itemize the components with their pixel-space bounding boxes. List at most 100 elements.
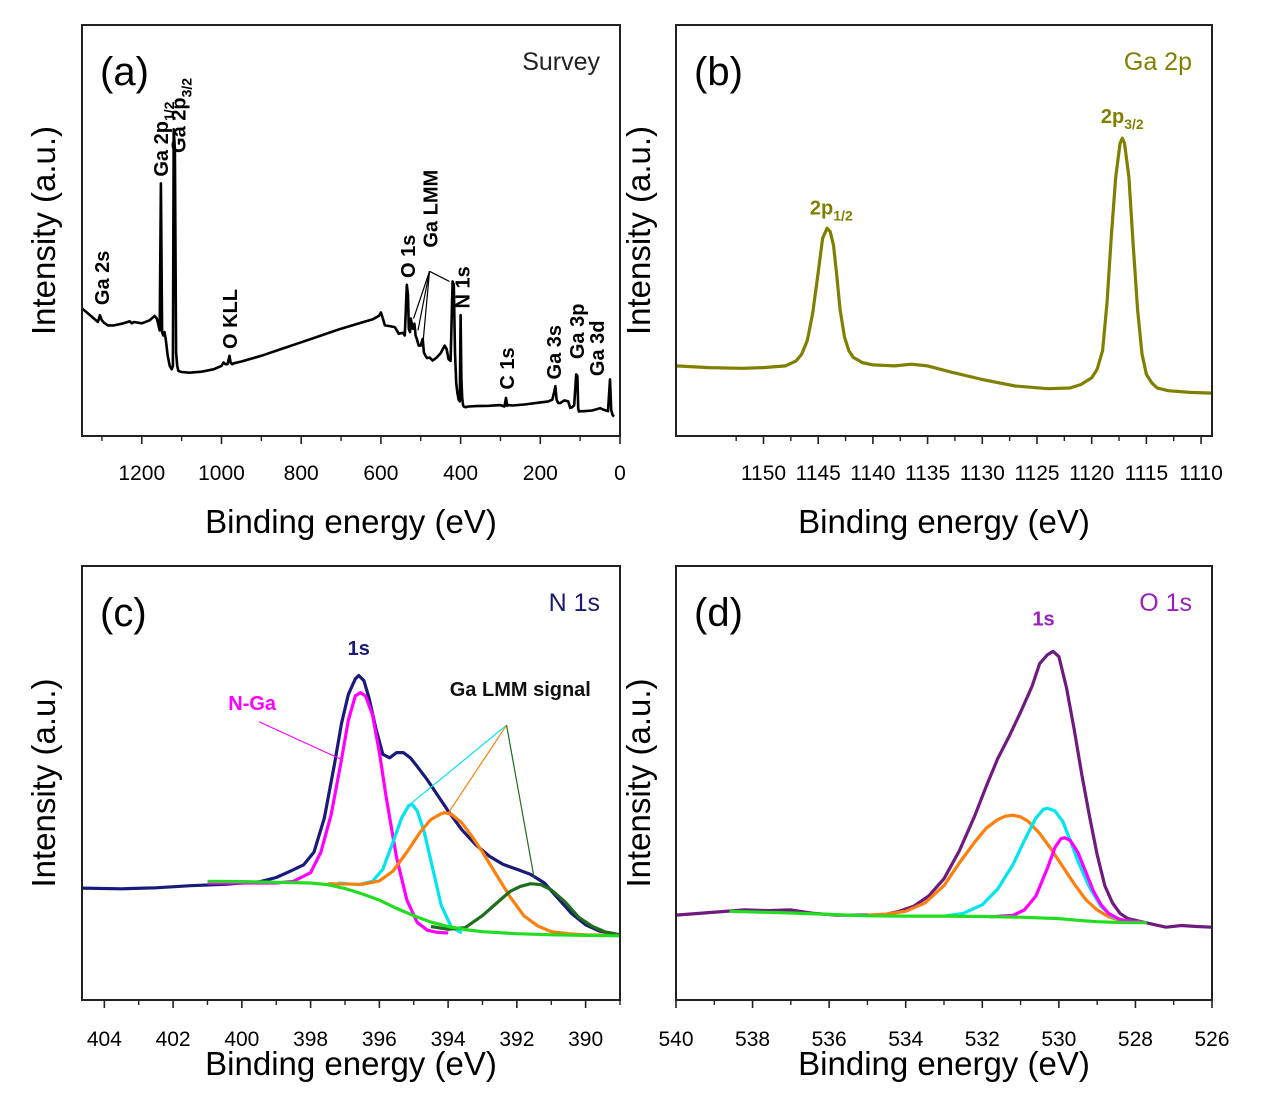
x-tick-label: 1115	[1125, 462, 1169, 485]
series-line	[989, 836, 1144, 924]
panel-d: 540 538 536 534 532 530 528 526 Binding energy (…	[620, 565, 1230, 1082]
leader-line	[447, 724, 508, 814]
plot-frame	[81, 565, 621, 1001]
peak-label: Ga 3s	[544, 325, 566, 379]
panel-label: (d)	[694, 591, 743, 635]
leader-line	[412, 271, 431, 319]
peak-label: N 1s	[453, 266, 475, 308]
peak-label: 2p3/2	[1101, 106, 1144, 132]
panel-a: 1200 1000 800 600 400 200 0 Binding energy (eV)…	[25, 24, 626, 540]
peak-label-subscript: 3/2	[178, 78, 194, 98]
peak-label-text: Ga 3p	[567, 304, 589, 360]
leader-line	[429, 270, 450, 282]
plot-frame	[675, 565, 1213, 1001]
series-line	[729, 909, 1147, 925]
leader-line	[505, 725, 535, 878]
peak-label-text: Ga LMM signal	[450, 679, 591, 701]
peak-label-text: Ga 2s	[92, 251, 114, 305]
y-axis-title: Intensity (a.u.)	[620, 678, 657, 887]
x-axis-title: Binding energy (eV)	[205, 503, 497, 540]
leader-line	[409, 724, 507, 805]
peak-label: O 1s	[398, 235, 420, 278]
x-axis-title: Binding energy (eV)	[798, 503, 1090, 540]
x-tick-label: 400	[443, 462, 478, 485]
x-tick-label: 200	[523, 462, 558, 485]
series-line	[675, 136, 1213, 395]
plot-frame	[675, 24, 1213, 437]
x-tick-label: 1200	[118, 462, 165, 485]
series-line	[207, 879, 621, 938]
peak-label: 1s	[1032, 608, 1054, 630]
x-tick-label: 538	[735, 1028, 770, 1051]
peak-label-text: C 1s	[497, 347, 519, 389]
x-tick-label: 1135	[905, 462, 950, 485]
x-tick-label: 398	[293, 1028, 328, 1051]
peak-label: Ga 3p	[567, 304, 589, 360]
peak-label-text: N 1s	[453, 266, 475, 308]
x-tick-label: 1000	[198, 462, 245, 485]
x-tick-label: 530	[1041, 1028, 1076, 1051]
peak-label-subscript: 1/2	[833, 208, 853, 224]
peak-label-text: 2p	[810, 198, 833, 220]
peak-label: C 1s	[497, 347, 519, 389]
peak-label-text: N-Ga	[228, 693, 277, 715]
peak-label: 1s	[348, 638, 370, 660]
x-tick-label: 540	[658, 1028, 693, 1051]
x-tick-label: 534	[888, 1028, 923, 1051]
peak-label-text: Ga 2p	[168, 97, 190, 153]
x-tick-label: 1140	[850, 462, 895, 485]
series-line	[867, 813, 1144, 924]
series-line	[327, 811, 621, 937]
peak-label: Ga 2p3/2	[168, 78, 194, 153]
panel-title: Survey	[522, 48, 600, 76]
y-axis-title: Intensity (a.u.)	[25, 126, 62, 335]
leader-line	[417, 271, 431, 331]
peak-label-text: 1s	[348, 638, 370, 660]
peak-label-subscript: 3/2	[1124, 116, 1144, 132]
x-tick-label: 528	[1118, 1028, 1153, 1051]
x-tick-label: 536	[812, 1028, 847, 1051]
peak-label: 2p1/2	[810, 198, 853, 224]
series-line	[943, 806, 1136, 924]
x-axis-title: Binding energy (eV)	[798, 1045, 1090, 1082]
x-tick-label: 532	[965, 1028, 1000, 1051]
x-tick-label: 396	[362, 1028, 397, 1051]
peak-label-text: O 1s	[398, 235, 420, 278]
panel-c: 404 402 400 398 396 394 392 390 Binding energy (…	[25, 565, 621, 1082]
x-tick-label: 0	[614, 462, 626, 485]
series-line	[81, 128, 615, 418]
x-tick-label: 390	[568, 1028, 603, 1051]
peak-label-text: Ga 2p	[151, 121, 173, 177]
series-line	[207, 691, 449, 935]
peak-label: Ga LMM	[421, 170, 443, 248]
series-line	[81, 673, 621, 937]
x-tick-label: 526	[1194, 1028, 1229, 1051]
peak-label: N-Ga	[228, 693, 277, 715]
peak-label-text: 1s	[1032, 608, 1054, 630]
peak-label-text: Ga LMM	[421, 170, 443, 248]
peak-label-text: O KLL	[220, 289, 242, 349]
x-tick-label: 1150	[741, 462, 786, 485]
panel-title: N 1s	[549, 589, 600, 617]
peak-label: Ga LMM signal	[450, 679, 591, 701]
x-tick-label: 800	[284, 462, 319, 485]
panel-b: 1150 1145 1140 1135 1130 1125 1120 1115 1110 Bind…	[620, 24, 1223, 540]
leader-line	[422, 271, 431, 346]
x-tick-label: 392	[499, 1028, 534, 1051]
peak-label-text: 2p	[1101, 106, 1124, 128]
y-axis-title: Intensity (a.u.)	[25, 678, 62, 887]
peak-label-text: Ga 3d	[587, 320, 609, 376]
peak-label: Ga 3d	[587, 320, 609, 376]
x-tick-label: 1110	[1179, 462, 1223, 485]
panel-title: O 1s	[1139, 589, 1192, 617]
panel-title: Ga 2p	[1124, 48, 1192, 76]
leader-line	[258, 721, 342, 761]
panel-label: (c)	[100, 591, 147, 635]
x-tick-label: 402	[156, 1028, 191, 1051]
y-axis-title: Intensity (a.u.)	[620, 126, 657, 335]
x-tick-label: 1145	[796, 462, 841, 485]
peak-label: Ga 2p1/2	[151, 101, 177, 176]
x-tick-label: 404	[87, 1028, 122, 1051]
peak-label: Ga 2s	[92, 251, 114, 305]
